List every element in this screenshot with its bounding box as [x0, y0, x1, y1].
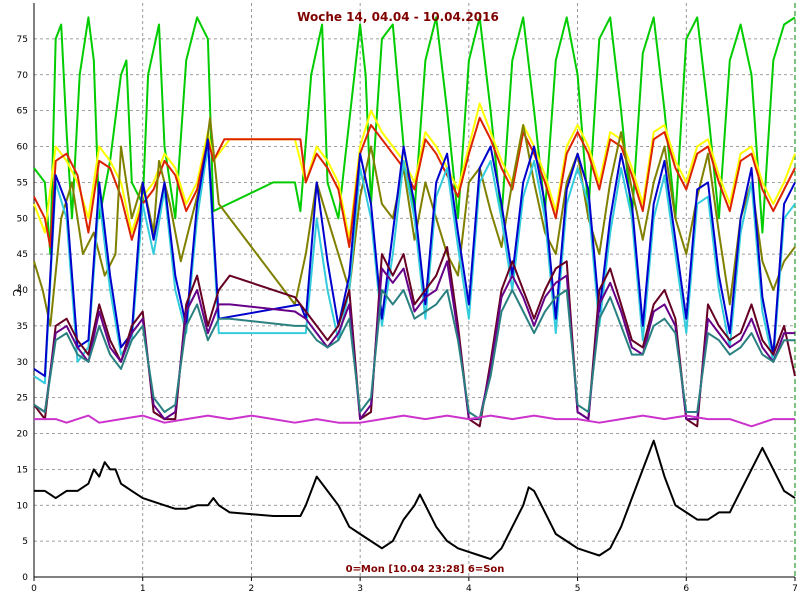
x-tick-label: 2 [249, 584, 255, 594]
y-tick-label: 25 [17, 394, 28, 404]
y-tick-label: 60 [17, 143, 29, 153]
y-tick-label: 20 [17, 430, 29, 440]
y-tick-label: 5 [22, 537, 28, 547]
y-tick-label: 15 [17, 465, 28, 475]
y-tick-label: 70 [17, 71, 29, 81]
y-tick-label: 65 [17, 107, 28, 117]
axes [33, 3, 796, 581]
y-axis-label: °C [10, 283, 23, 297]
series-line-2 [33, 102, 796, 241]
y-tick-label: 50 [17, 214, 29, 224]
series-layer [33, 16, 796, 561]
y-tick-label: 55 [17, 178, 28, 188]
y-tick-label: 40 [17, 286, 29, 296]
x-tick-label: 0 [31, 584, 37, 594]
x-tick-label: 1 [140, 584, 146, 594]
y-tick-label: 30 [17, 358, 29, 368]
x-tick-label: 4 [466, 584, 472, 594]
y-tick-label: 35 [17, 322, 28, 332]
x-tick-label: 3 [357, 584, 363, 594]
y-tick-label: 45 [17, 250, 28, 260]
x-tick-label: 6 [683, 584, 689, 594]
y-tick-label: 75 [17, 35, 28, 45]
series-line-10 [34, 414, 795, 428]
x-tick-label: 5 [575, 584, 581, 594]
y-tick-label: 10 [17, 501, 29, 511]
y-tick-label: 0 [22, 573, 28, 583]
series-line-6 [33, 138, 796, 378]
series-line-9 [33, 289, 795, 421]
x-tick-label: 7 [792, 584, 798, 594]
series-line-5 [33, 145, 796, 385]
chart-footer: 0=Mon [10.04 23:28] 6=Son [346, 564, 505, 575]
series-line-11 [34, 439, 796, 561]
chart-title: Woche 14, 04.04 - 10.04.2016 [297, 10, 499, 24]
